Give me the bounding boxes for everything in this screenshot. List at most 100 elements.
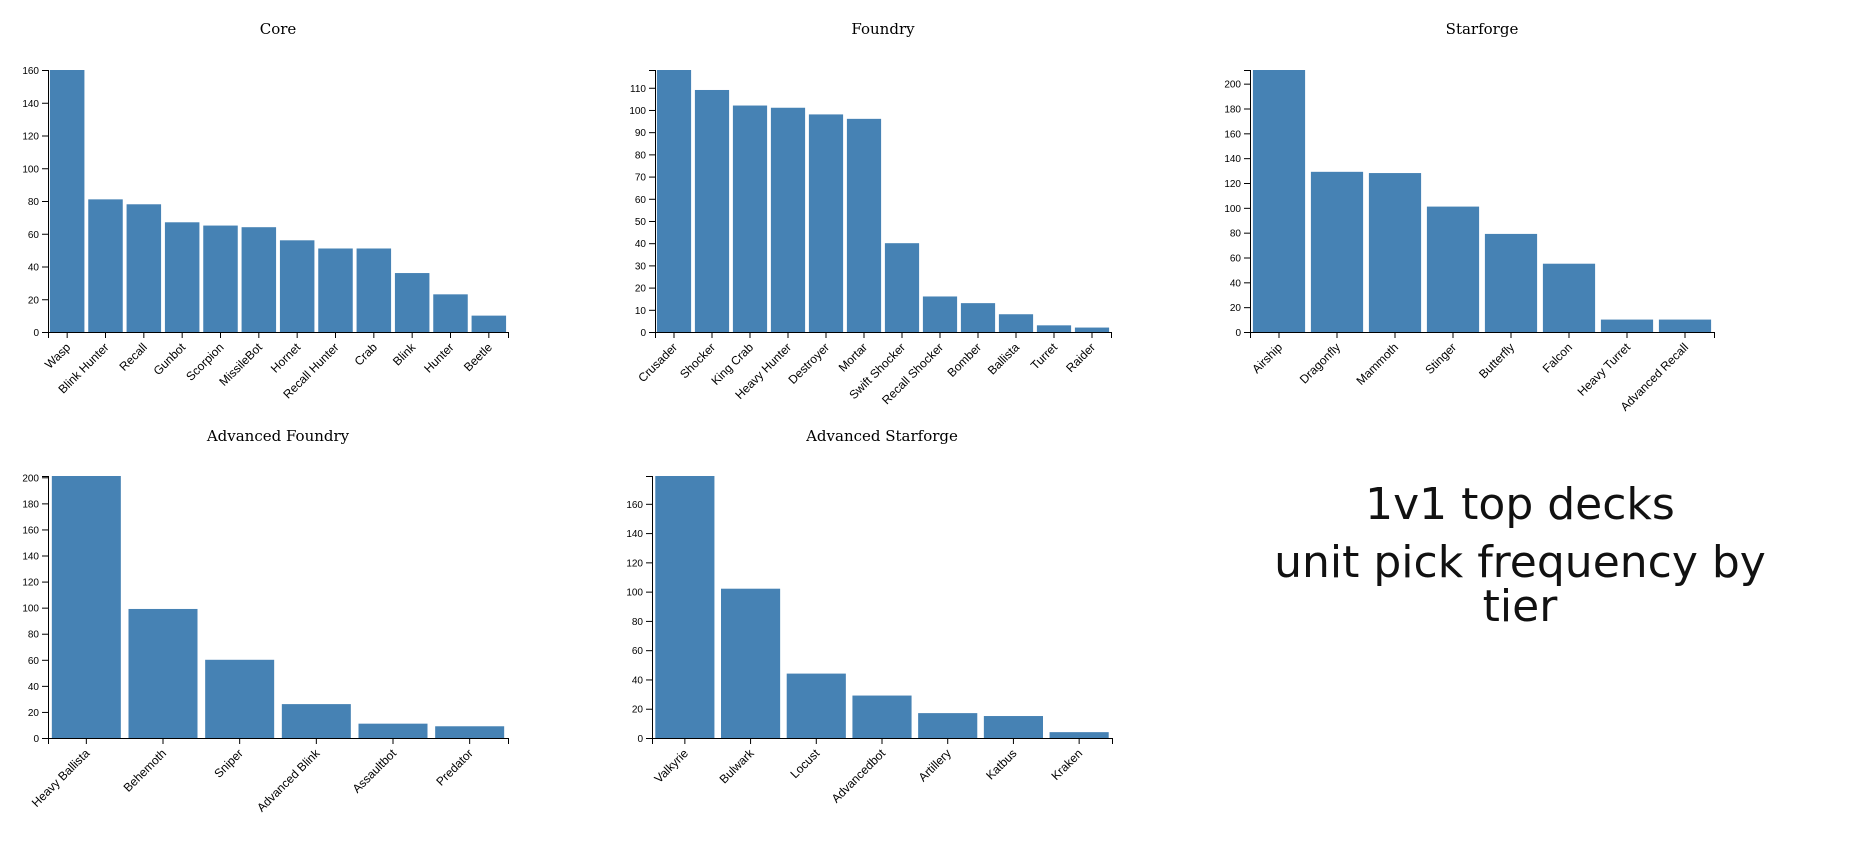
bar: [88, 199, 123, 332]
headline-line-1: 1v1 top decks: [1365, 479, 1675, 530]
bar: [164, 222, 200, 332]
y-tick-label: 200: [1224, 80, 1241, 91]
bar: [241, 227, 277, 332]
y-tick-label: 50: [635, 217, 647, 228]
x-tick-label: Heavy Turret: [1575, 340, 1634, 399]
x-tick-label: Mammoth: [1354, 340, 1402, 388]
x-tick-label: Bulwark: [717, 746, 758, 787]
chart-title: Core: [260, 20, 297, 38]
bar: [356, 248, 392, 332]
x-tick-label: Behemoth: [121, 746, 170, 795]
y-tick-label: 0: [33, 734, 39, 745]
bar: [786, 673, 846, 738]
y-tick-label: 80: [28, 197, 40, 208]
y-tick-label: 120: [626, 558, 643, 569]
bar: [960, 303, 996, 332]
x-tick-label: Gunbot: [151, 340, 189, 378]
y-tick-label: 160: [626, 500, 643, 511]
bar: [721, 588, 781, 738]
x-axis-line: [1250, 332, 1715, 338]
x-tick-label: Artillery: [916, 746, 954, 784]
y-tick-label: 40: [1230, 278, 1242, 289]
bar: [126, 204, 162, 332]
x-tick-label: Stinger: [1422, 340, 1459, 377]
y-tick-label: 110: [630, 84, 646, 95]
y-tick-label: 120: [22, 578, 39, 589]
y-tick-label: 20: [28, 295, 40, 306]
y-tick-label: 40: [635, 239, 647, 250]
x-tick-label: Sniper: [211, 746, 245, 780]
y-tick-label: 60: [635, 195, 647, 206]
bar: [656, 70, 692, 332]
x-axis-line: [48, 738, 509, 744]
bar: [922, 296, 958, 332]
x-tick-label: Mortar: [836, 340, 870, 374]
y-tick-label: 20: [635, 284, 647, 295]
x-tick-label: Heavy Ballista: [29, 746, 93, 810]
x-tick-label: Wasp: [42, 340, 74, 372]
chart-panel: Starforge 0 20 40 60 80 100 120 140 160 180 200 Airs…: [1224, 20, 1715, 414]
bar: [918, 713, 978, 738]
x-tick-label: Beetle: [461, 340, 495, 374]
y-tick-label: 20: [28, 708, 40, 719]
bar: [318, 248, 353, 332]
bar: [51, 476, 121, 738]
bar: [281, 704, 351, 738]
x-tick-label: Advancedbot: [829, 746, 889, 806]
y-tick-label: 80: [28, 630, 40, 641]
bar: [732, 105, 768, 332]
x-tick-label: Katbus: [983, 746, 1019, 782]
bar: [852, 695, 912, 738]
bar: [1074, 327, 1110, 332]
x-tick-label: Kraken: [1048, 746, 1085, 783]
x-tick-label: Assaultbot: [350, 746, 400, 796]
y-tick-label: 0: [640, 328, 646, 339]
y-tick-label: 30: [635, 261, 647, 272]
y-tick-label: 60: [1230, 253, 1242, 264]
bar: [998, 314, 1034, 332]
y-tick-label: 100: [22, 164, 39, 175]
y-axis-line: [646, 476, 653, 739]
x-tick-label: Airship: [1249, 340, 1285, 376]
x-axis-line: [48, 332, 509, 338]
bar: [884, 243, 920, 332]
x-tick-label: Crab: [352, 340, 381, 369]
bar: [128, 608, 198, 738]
bar: [1600, 319, 1654, 332]
bar: [394, 273, 430, 332]
y-tick-label: 100: [1224, 204, 1241, 215]
y-tick-label: 100: [626, 588, 643, 599]
x-tick-label: Crusader: [635, 340, 680, 385]
bar: [1049, 732, 1109, 738]
y-tick-label: 160: [22, 66, 39, 77]
y-tick-label: 20: [632, 705, 644, 716]
y-tick-label: 160: [22, 525, 39, 536]
x-tick-label: Predator: [433, 746, 475, 788]
x-tick-label: Turret: [1028, 340, 1061, 373]
bar: [846, 118, 882, 332]
x-tick-label: Falcon: [1540, 340, 1575, 375]
y-tick-label: 140: [1224, 154, 1241, 165]
bar: [203, 225, 238, 332]
y-tick-label: 140: [626, 529, 643, 540]
y-tick-label: 120: [1224, 179, 1241, 190]
bar: [49, 70, 85, 332]
y-tick-label: 60: [632, 646, 644, 657]
bar: [808, 114, 844, 332]
bar: [1658, 319, 1712, 332]
y-tick-label: 10: [635, 306, 647, 317]
bar: [1252, 70, 1306, 332]
x-tick-label: MissileBot: [216, 340, 265, 389]
y-tick-label: 120: [22, 132, 39, 143]
x-tick-label: Raider: [1063, 340, 1098, 375]
y-tick-label: 80: [632, 617, 644, 628]
bar: [770, 107, 806, 332]
y-tick-label: 0: [33, 328, 39, 339]
y-tick-label: 180: [1224, 104, 1241, 115]
chart-title: Advanced Foundry: [206, 427, 350, 445]
y-tick-label: 180: [22, 499, 39, 510]
bar: [694, 89, 730, 332]
chart-title: Advanced Starforge: [805, 427, 958, 445]
x-tick-label: Hornet: [268, 340, 304, 376]
